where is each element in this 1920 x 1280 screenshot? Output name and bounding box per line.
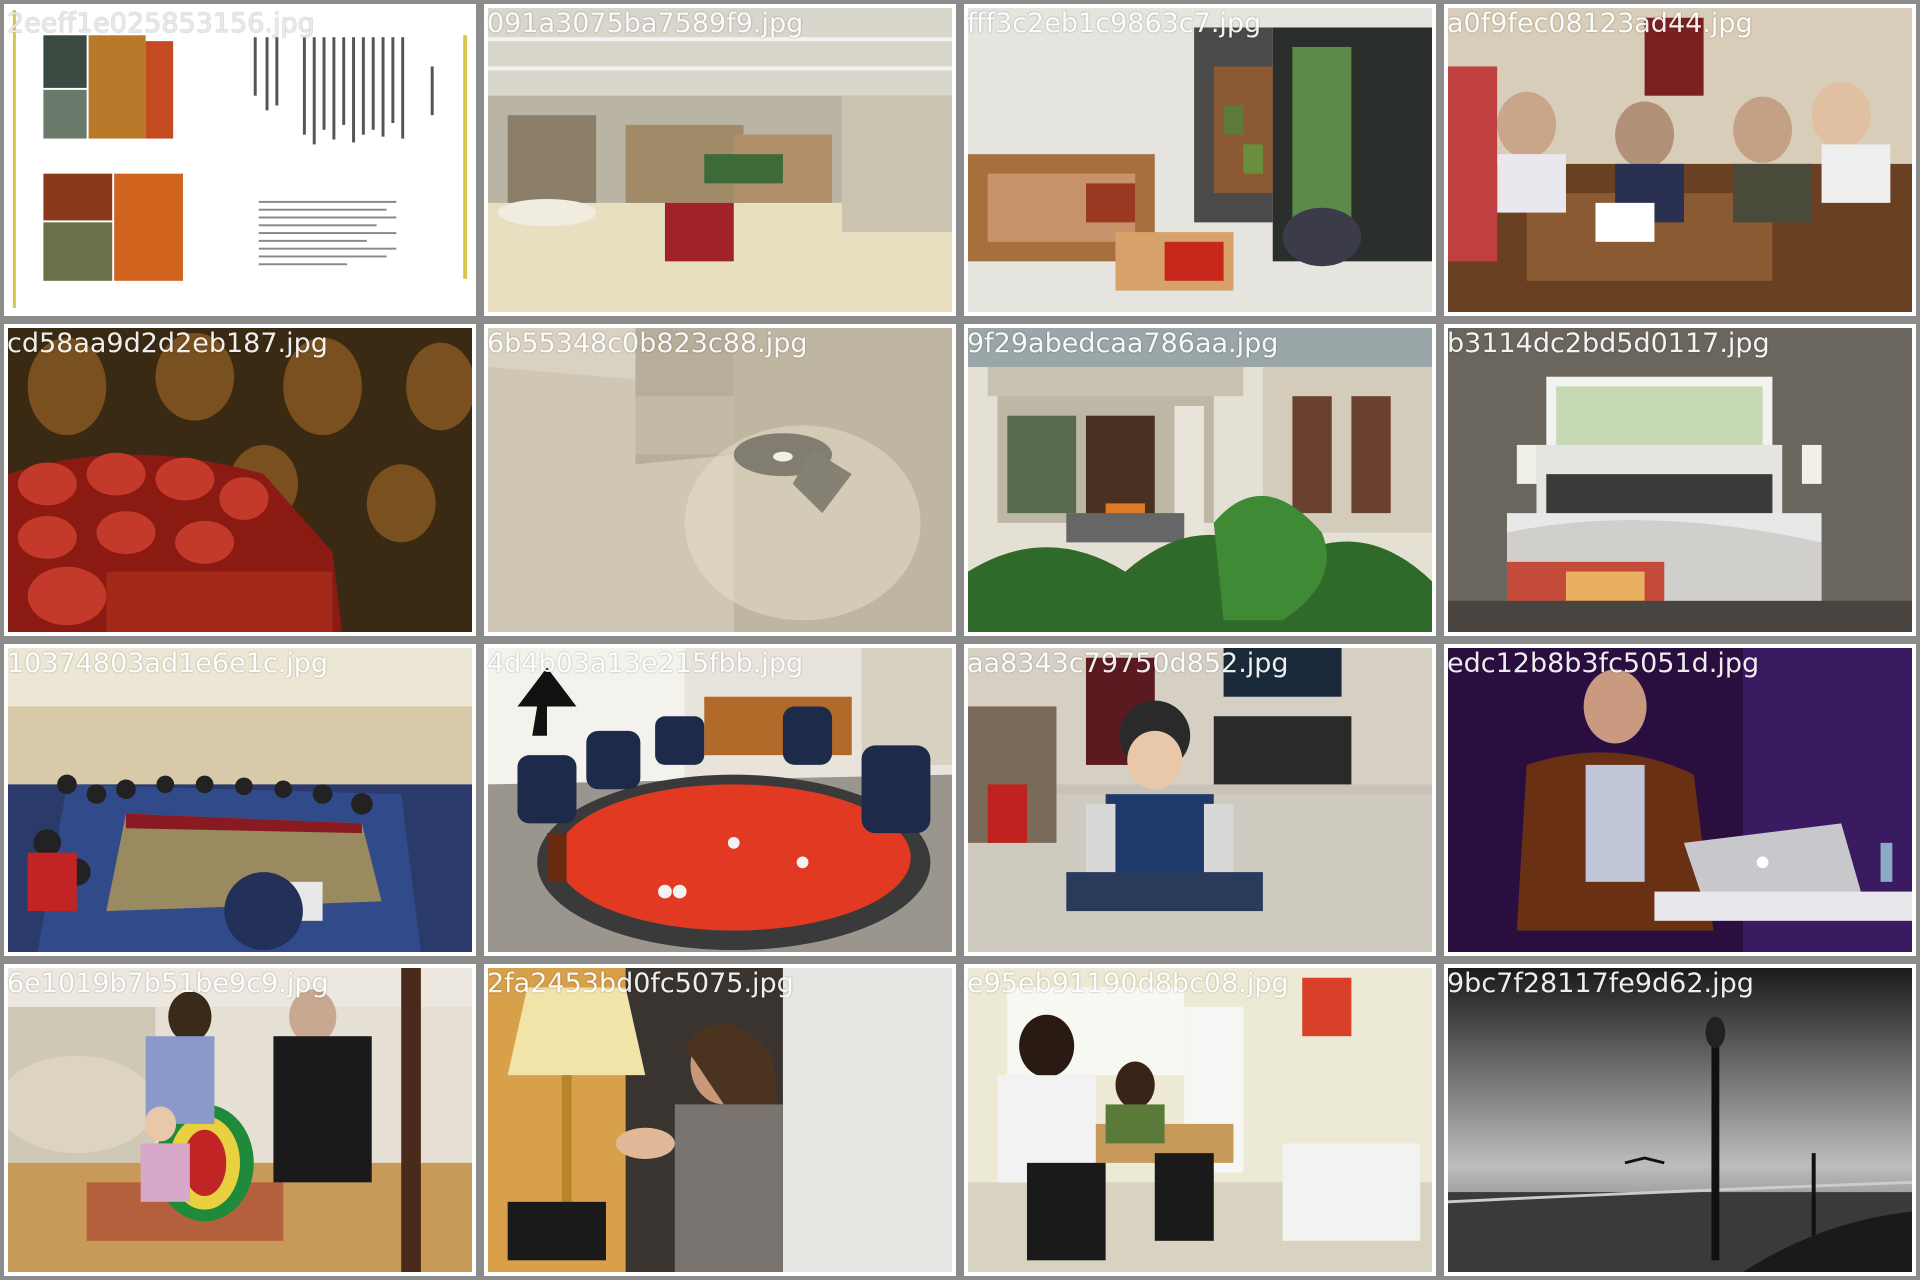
image-tile[interactable]: 9bc7f28117fe9d62.jpg <box>1440 960 1920 1280</box>
image-filename: 9bc7f28117fe9d62.jpg <box>1447 968 1754 999</box>
image-tile[interactable]: 9f29abedcaa786aa.jpg <box>960 320 1440 640</box>
image-tile[interactable]: 2eeff1e025853156.jpg <box>0 0 480 320</box>
image-filename: 091a3075ba7589f9.jpg <box>487 8 804 39</box>
thumbnail-image[interactable] <box>1448 328 1912 632</box>
image-tile[interactable]: 091a3075ba7589f9.jpg <box>480 0 960 320</box>
image-filename: 2eeff1e025853156.jpg <box>7 8 315 39</box>
image-tile[interactable]: 6e1019b7b51be9c9.jpg <box>0 960 480 1280</box>
image-filename: 10374803ad1e6e1c.jpg <box>7 648 329 679</box>
image-tile[interactable]: 2fa2453bd0fc5075.jpg <box>480 960 960 1280</box>
thumbnail-image[interactable] <box>968 648 1432 952</box>
thumbnail-image[interactable] <box>968 8 1432 312</box>
thumbnail-image[interactable] <box>968 328 1432 632</box>
image-tile[interactable]: fff3c2eb1c9863c7.jpg <box>960 0 1440 320</box>
image-filename: 9f29abedcaa786aa.jpg <box>967 328 1279 359</box>
image-filename: a0f9fec08123ad44.jpg <box>1447 8 1753 39</box>
image-filename: aa8343c79750d852.jpg <box>967 648 1289 679</box>
thumbnail-image[interactable] <box>1448 8 1912 312</box>
thumbnail-image[interactable] <box>488 648 952 952</box>
thumbnail-image[interactable] <box>1448 648 1912 952</box>
image-tile[interactable]: e95eb91190d8bc08.jpg <box>960 960 1440 1280</box>
image-tile[interactable]: aa8343c79750d852.jpg <box>960 640 1440 960</box>
image-filename: fff3c2eb1c9863c7.jpg <box>967 8 1262 39</box>
image-tile[interactable]: a0f9fec08123ad44.jpg <box>1440 0 1920 320</box>
thumbnail-image[interactable] <box>968 968 1432 1272</box>
thumbnail-image[interactable] <box>1448 968 1912 1272</box>
thumbnail-image[interactable] <box>488 328 952 632</box>
image-tile[interactable]: 4d4b03a13e215fbb.jpg <box>480 640 960 960</box>
image-tile[interactable]: b3114dc2bd5d0117.jpg <box>1440 320 1920 640</box>
thumbnail-image[interactable] <box>8 648 472 952</box>
thumbnail-image[interactable] <box>488 968 952 1272</box>
thumbnail-image[interactable] <box>8 968 472 1272</box>
image-filename: 2fa2453bd0fc5075.jpg <box>487 968 794 999</box>
image-filename: e95eb91190d8bc08.jpg <box>967 968 1289 999</box>
thumbnail-image[interactable] <box>8 8 472 312</box>
image-tile[interactable]: 6b55348c0b823c88.jpg <box>480 320 960 640</box>
image-filename: b3114dc2bd5d0117.jpg <box>1447 328 1770 359</box>
thumbnail-image[interactable] <box>488 8 952 312</box>
image-filename: 6e1019b7b51be9c9.jpg <box>7 968 329 999</box>
image-filename: 4d4b03a13e215fbb.jpg <box>487 648 804 679</box>
image-tile[interactable]: edc12b8b3fc5051d.jpg <box>1440 640 1920 960</box>
image-filename: 6b55348c0b823c88.jpg <box>487 328 808 359</box>
image-tile[interactable]: cd58aa9d2d2eb187.jpg <box>0 320 480 640</box>
thumbnail-image[interactable] <box>8 328 472 632</box>
image-filename: edc12b8b3fc5051d.jpg <box>1447 648 1760 679</box>
image-filename: cd58aa9d2d2eb187.jpg <box>7 328 328 359</box>
image-tile[interactable]: 10374803ad1e6e1c.jpg <box>0 640 480 960</box>
